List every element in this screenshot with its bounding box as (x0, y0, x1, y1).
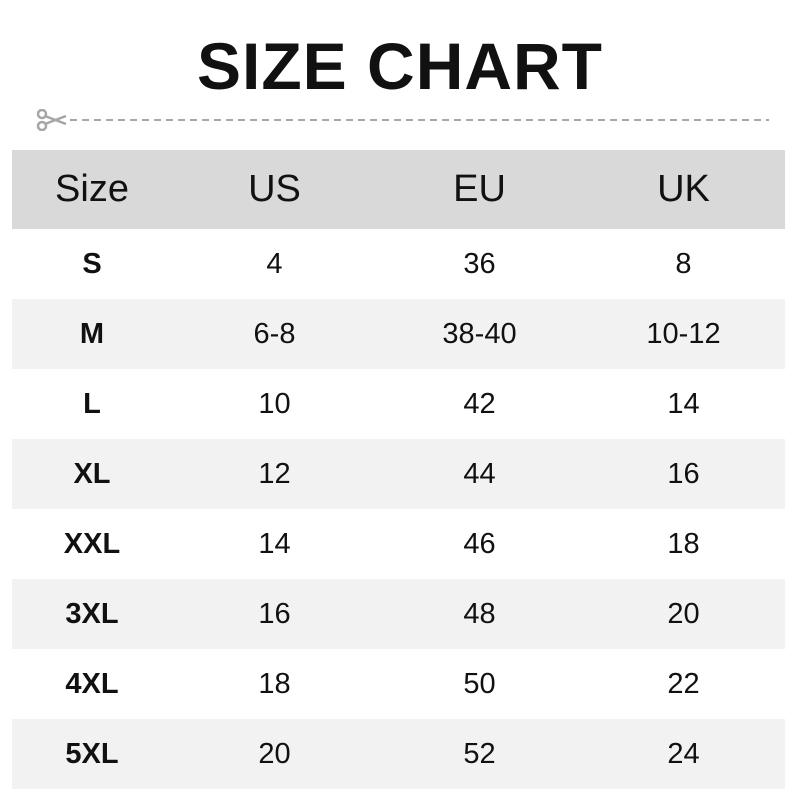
table-row: XXL 14 46 18 (12, 509, 785, 579)
cell-us: 4 (266, 247, 283, 280)
cell-us: 14 (258, 527, 291, 560)
cell-eu: 52 (463, 737, 496, 770)
cell-uk: 22 (667, 667, 700, 700)
cell-eu: 44 (463, 457, 496, 490)
cell-uk: 10-12 (646, 317, 721, 350)
cell-size: 5XL (65, 737, 119, 770)
cell-size: XL (73, 457, 111, 490)
cell-uk: 8 (675, 247, 692, 280)
cell-uk: 14 (667, 387, 700, 420)
cell-size: 4XL (65, 667, 119, 700)
table-row: XL 12 44 16 (12, 439, 785, 509)
cut-line (36, 109, 769, 131)
table-row: 5XL 20 52 24 (12, 719, 785, 789)
cell-eu: 46 (463, 527, 496, 560)
cell-size: 3XL (65, 597, 119, 630)
cell-us: 12 (258, 457, 291, 490)
cell-uk: 20 (667, 597, 700, 630)
table-row: L 10 42 14 (12, 369, 785, 439)
cell-size: S (82, 247, 102, 280)
header-us: US (248, 168, 301, 210)
header-eu: EU (453, 168, 506, 210)
cell-eu: 42 (463, 387, 496, 420)
table-row: 3XL 16 48 20 (12, 579, 785, 649)
cell-uk: 18 (667, 527, 700, 560)
cell-size: M (79, 317, 105, 350)
table-header: Size US EU UK (12, 150, 785, 229)
table-row: S 4 36 8 (12, 229, 785, 299)
cell-uk: 24 (667, 737, 700, 770)
scissors-icon (36, 109, 67, 131)
cell-us: 20 (258, 737, 291, 770)
cell-us: 10 (258, 387, 291, 420)
cell-eu: 50 (463, 667, 496, 700)
cell-us: 18 (258, 667, 291, 700)
cell-us: 16 (258, 597, 291, 630)
cell-uk: 16 (667, 457, 700, 490)
cell-us: 6-8 (253, 317, 296, 350)
page-title: SIZE CHART (197, 29, 603, 103)
cell-size: XXL (63, 527, 121, 560)
header-uk: UK (657, 168, 710, 210)
size-table: Size US EU UK S 4 36 8 M 6-8 38-40 10-12 L 10 42 14… (12, 150, 785, 789)
table-row: M 6-8 38-40 10-12 (12, 299, 785, 369)
cell-eu: 36 (463, 247, 496, 280)
cell-size: L (83, 387, 101, 420)
header-size: Size (55, 168, 129, 210)
cell-eu: 48 (463, 597, 496, 630)
table-row: 4XL 18 50 22 (12, 649, 785, 719)
cell-eu: 38-40 (442, 317, 517, 350)
